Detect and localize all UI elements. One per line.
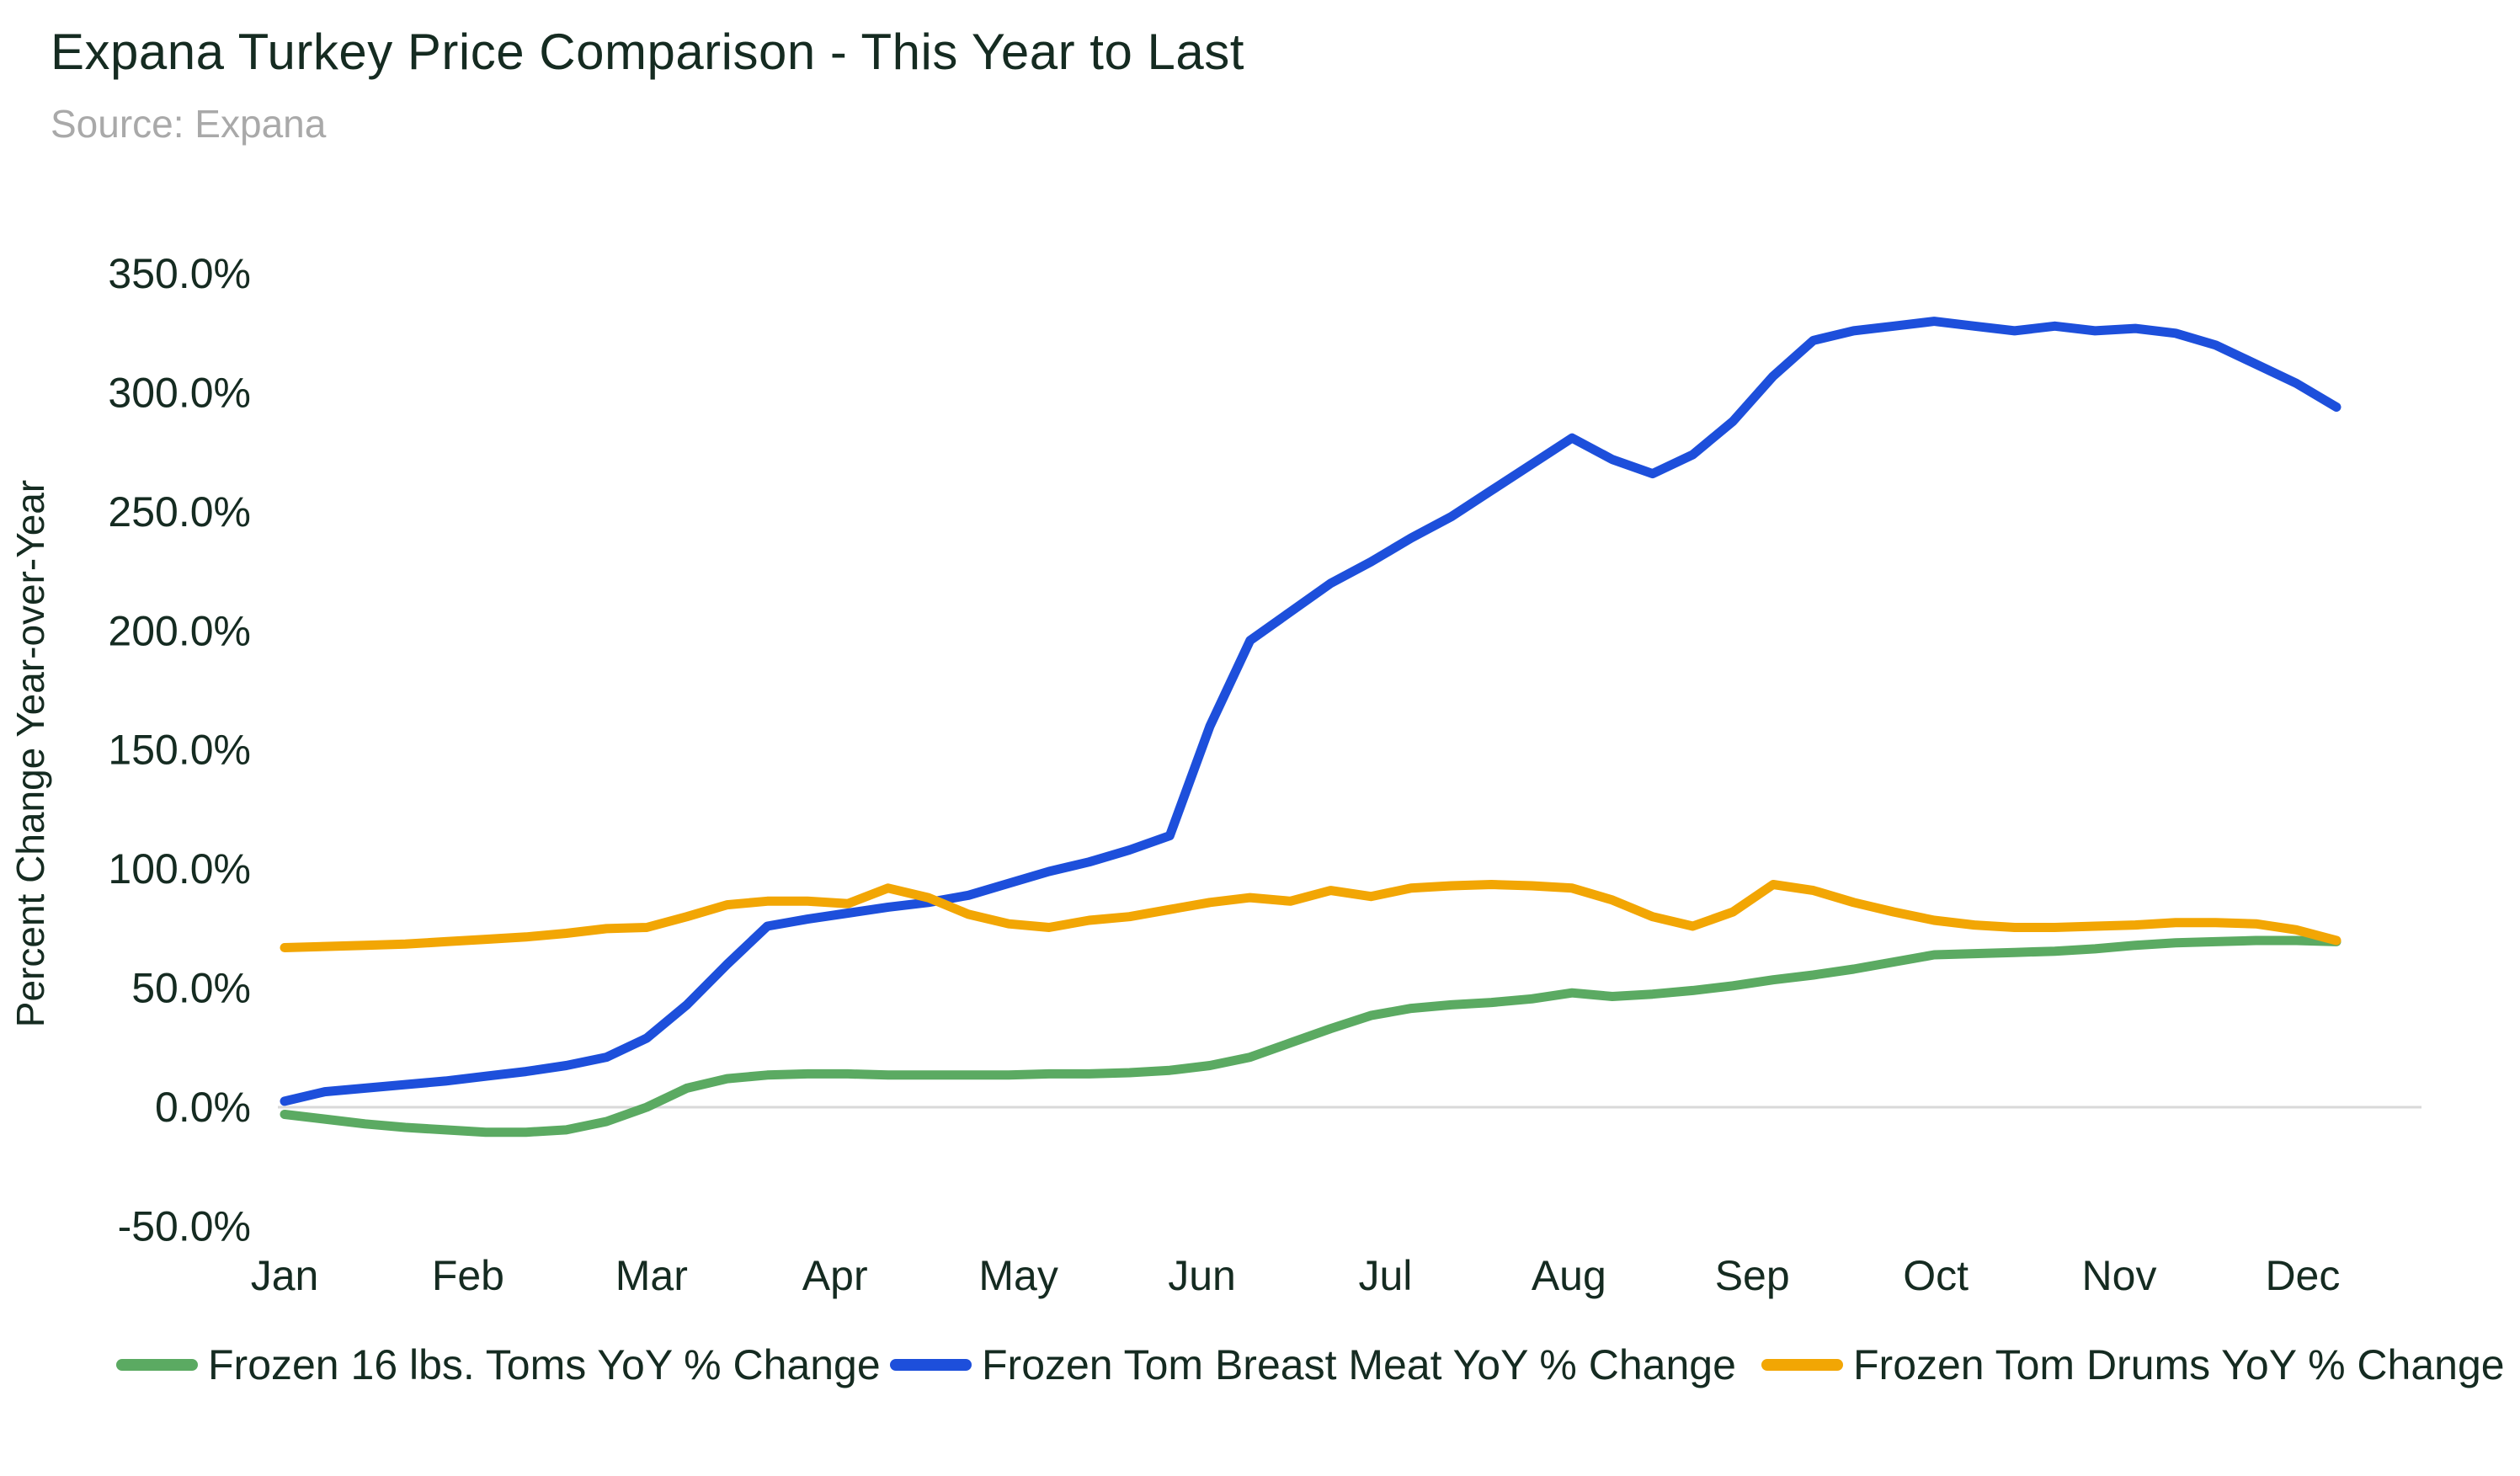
x-tick-label: Oct <box>1903 1252 1969 1299</box>
x-tick-label: Feb <box>432 1252 504 1299</box>
chart-source: Source: Expana <box>51 102 327 146</box>
y-tick-label: 50.0% <box>131 965 251 1012</box>
y-axis-title: Percent Change Year-over-Year <box>8 480 52 1027</box>
x-tick-label: Sep <box>1715 1252 1790 1299</box>
legend-label: Frozen Tom Drums YoY % Change <box>1853 1341 2505 1388</box>
y-tick-label: 100.0% <box>108 845 251 893</box>
series-line-frozen-tom-drums-yoy-change <box>280 880 2342 952</box>
x-tick-label: May <box>978 1252 1058 1299</box>
series-line-frozen-16-lbs-toms-yoy-change <box>280 935 2342 1138</box>
x-tick-label: Dec <box>2265 1252 2340 1299</box>
x-tick-label: Jun <box>1168 1252 1236 1299</box>
legend-item-1: Frozen 16 lbs. Toms YoY % Change <box>116 1340 881 1389</box>
x-tick-label: Apr <box>802 1252 868 1299</box>
y-tick-label: 250.0% <box>108 488 251 536</box>
y-tick-label: 150.0% <box>108 727 251 774</box>
y-tick-label: 300.0% <box>108 369 251 416</box>
y-tick-label: 200.0% <box>108 607 251 654</box>
x-tick-label: Nov <box>2082 1252 2157 1299</box>
legend-label: Frozen 16 lbs. Toms YoY % Change <box>208 1341 881 1388</box>
x-tick-label: Aug <box>1532 1252 1606 1299</box>
y-tick-label: -50.0% <box>118 1202 251 1250</box>
legend-item-3: Frozen Tom Drums YoY % Change <box>1761 1340 2505 1389</box>
chart-title: Expana Turkey Price Comparison - This Ye… <box>51 24 1244 80</box>
y-tick-label: 350.0% <box>108 250 251 297</box>
legend-swatch-icon <box>116 1359 198 1371</box>
legend-swatch-icon <box>1761 1359 1843 1371</box>
y-tick-label: 0.0% <box>155 1084 251 1131</box>
legend-label: Frozen Tom Breast Meat YoY % Change <box>982 1341 1736 1388</box>
legend-swatch-icon <box>890 1359 972 1371</box>
x-tick-label: Mar <box>615 1252 688 1299</box>
series-line-frozen-tom-breast-meat-yoy-change <box>280 317 2342 1106</box>
legend-item-2: Frozen Tom Breast Meat YoY % Change <box>890 1340 1736 1389</box>
x-tick-label: Jan <box>251 1252 319 1299</box>
x-tick-label: Jul <box>1358 1252 1412 1299</box>
